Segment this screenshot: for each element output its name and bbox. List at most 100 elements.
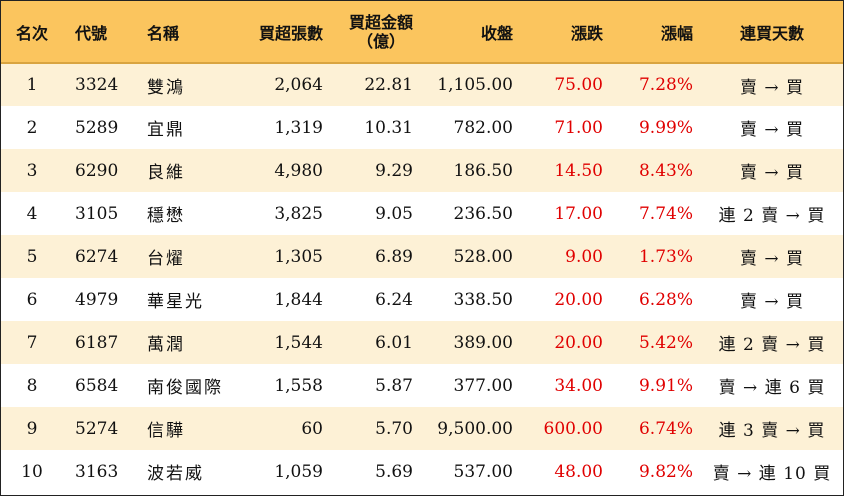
table-row: 2 5289 宜鼎 1,319 10.31 782.00 71.00 9.99% 賣 → 買 — [1, 106, 843, 149]
cell-net-buy-amount: 9.05 — [375, 203, 413, 224]
cell-net-buy-lots: 1,059 — [274, 461, 323, 482]
cell-change-pct: 8.43% — [638, 160, 693, 181]
cell-name: 良維 — [147, 163, 185, 183]
cell-change-pct: 6.74% — [638, 418, 693, 439]
header-consecutive-days: 連買天數 — [739, 23, 804, 43]
cell-rank: 2 — [26, 117, 38, 138]
cell-net-buy-lots: 60 — [301, 418, 323, 439]
cell-net-buy-amount: 6.89 — [375, 246, 413, 267]
cell-name: 台燿 — [147, 249, 185, 269]
cell-change: 20.00 — [554, 332, 603, 353]
cell-change: 71.00 — [554, 117, 603, 138]
header-net-buy-amount-line1: 買超金額 — [348, 12, 413, 32]
cell-consecutive-days: 連 2 賣 → 買 — [718, 335, 826, 355]
cell-rank: 10 — [21, 461, 43, 482]
header-net-buy-amount: 買超金額 （億） — [331, 1, 421, 63]
cell-net-buy-amount: 6.01 — [375, 332, 413, 353]
cell-net-buy-amount: 22.81 — [364, 75, 413, 95]
cell-net-buy-lots: 1,305 — [274, 246, 323, 267]
cell-rank: 1 — [26, 75, 38, 95]
cell-rank: 3 — [26, 160, 38, 181]
cell-change-pct: 7.74% — [638, 203, 693, 224]
cell-close: 377.00 — [453, 375, 513, 396]
cell-close: 9,500.00 — [437, 418, 513, 439]
cell-net-buy-amount: 5.87 — [375, 375, 413, 396]
cell-net-buy-lots: 1,844 — [274, 289, 323, 310]
cell-change-pct: 9.91% — [638, 375, 693, 396]
cell-code: 6290 — [75, 160, 119, 181]
header-code: 代號 — [75, 23, 108, 43]
cell-code: 6274 — [75, 246, 119, 267]
cell-code: 6187 — [75, 332, 119, 353]
table-row: 3 6290 良維 4,980 9.29 186.50 14.50 8.43% 賣 → 買 — [1, 149, 843, 192]
cell-code: 3105 — [75, 203, 119, 224]
table-row: 1 3324 雙鴻 2,064 22.81 1,105.00 75.00 7.28% 賣 → 買 — [1, 63, 843, 106]
header-rank: 名次 — [15, 23, 48, 43]
cell-code: 3163 — [75, 461, 119, 482]
table-row: 10 3163 波若威 1,059 5.69 537.00 48.00 9.82% 賣 → 連 … — [1, 450, 843, 493]
header-change: 漲跌 — [570, 23, 603, 43]
cell-rank: 6 — [26, 289, 38, 310]
header-net-buy-lots: 買超張數 — [258, 23, 323, 43]
cell-name: 信驊 — [147, 421, 185, 441]
cell-consecutive-days: 賣 → 連 6 買 — [718, 378, 826, 398]
cell-change-pct: 1.73% — [638, 246, 693, 267]
header-net-buy-amount-line2: （億） — [356, 31, 405, 51]
cell-consecutive-days: 連 3 賣 → 買 — [718, 421, 826, 441]
table-body: 1 3324 雙鴻 2,064 22.81 1,105.00 75.00 7.28% 賣 → 買… — [1, 63, 843, 493]
cell-name: 穩懋 — [147, 206, 185, 226]
cell-consecutive-days: 賣 → 買 — [739, 163, 805, 183]
cell-change: 14.50 — [554, 160, 603, 181]
cell-code: 4979 — [75, 289, 119, 310]
header-name: 名稱 — [147, 23, 180, 43]
cell-close: 389.00 — [453, 332, 513, 353]
cell-rank: 8 — [26, 375, 38, 396]
cell-change-pct: 5.42% — [638, 332, 693, 353]
cell-change-pct: 9.82% — [638, 461, 693, 482]
cell-name: 宜鼎 — [147, 120, 185, 140]
cell-close: 528.00 — [453, 246, 513, 267]
cell-consecutive-days: 賣 → 連 10 買 — [712, 464, 832, 484]
cell-close: 537.00 — [453, 461, 513, 482]
cell-change: 9.00 — [565, 246, 603, 267]
header-close: 收盤 — [480, 23, 513, 43]
cell-net-buy-amount: 9.29 — [375, 160, 413, 181]
cell-close: 338.50 — [453, 289, 513, 310]
cell-change: 34.00 — [554, 375, 603, 396]
cell-change: 20.00 — [554, 289, 603, 310]
cell-change-pct: 6.28% — [638, 289, 693, 310]
cell-rank: 4 — [26, 203, 38, 224]
cell-close: 782.00 — [453, 117, 513, 138]
cell-name: 南俊國際 — [147, 378, 223, 398]
cell-net-buy-lots: 4,980 — [274, 160, 323, 181]
cell-net-buy-lots: 1,319 — [274, 117, 323, 138]
header-change-pct: 漲幅 — [660, 23, 693, 43]
cell-net-buy-amount: 10.31 — [364, 117, 413, 138]
cell-rank: 7 — [26, 332, 38, 353]
cell-code: 5274 — [75, 418, 119, 439]
table-row: 7 6187 萬潤 1,544 6.01 389.00 20.00 5.42% 連 2 賣 → … — [1, 321, 843, 364]
cell-change-pct: 9.99% — [638, 117, 693, 138]
cell-code: 3324 — [75, 75, 119, 95]
table-row: 8 6584 南俊國際 1,558 5.87 377.00 34.00 9.91% 賣 → 連 … — [1, 364, 843, 407]
cell-consecutive-days: 連 2 賣 → 買 — [718, 206, 826, 226]
cell-change: 48.00 — [554, 461, 603, 482]
cell-consecutive-days: 賣 → 買 — [739, 249, 805, 269]
header-row: 名次 代號 名稱 買超張數 買超金額 （億） 收盤 漲跌 漲幅 連買天數 — [1, 1, 843, 63]
cell-consecutive-days: 賣 → 買 — [739, 292, 805, 312]
cell-close: 186.50 — [453, 160, 513, 181]
cell-close: 236.50 — [453, 203, 513, 224]
cell-rank: 9 — [26, 418, 38, 439]
cell-change-pct: 7.28% — [638, 75, 693, 95]
table-row: 9 5274 信驊 60 5.70 9,500.00 600.00 6.74% 連 3 賣 → … — [1, 407, 843, 450]
cell-close: 1,105.00 — [437, 75, 513, 95]
cell-net-buy-lots: 1,544 — [274, 332, 323, 353]
cell-net-buy-lots: 1,558 — [274, 375, 323, 396]
cell-consecutive-days: 賣 → 買 — [739, 120, 805, 140]
cell-consecutive-days: 賣 → 買 — [739, 77, 805, 98]
cell-net-buy-amount: 5.70 — [375, 418, 413, 439]
cell-code: 6584 — [75, 375, 119, 396]
table-row: 4 3105 穩懋 3,825 9.05 236.50 17.00 7.74% 連 2 賣 → … — [1, 192, 843, 235]
